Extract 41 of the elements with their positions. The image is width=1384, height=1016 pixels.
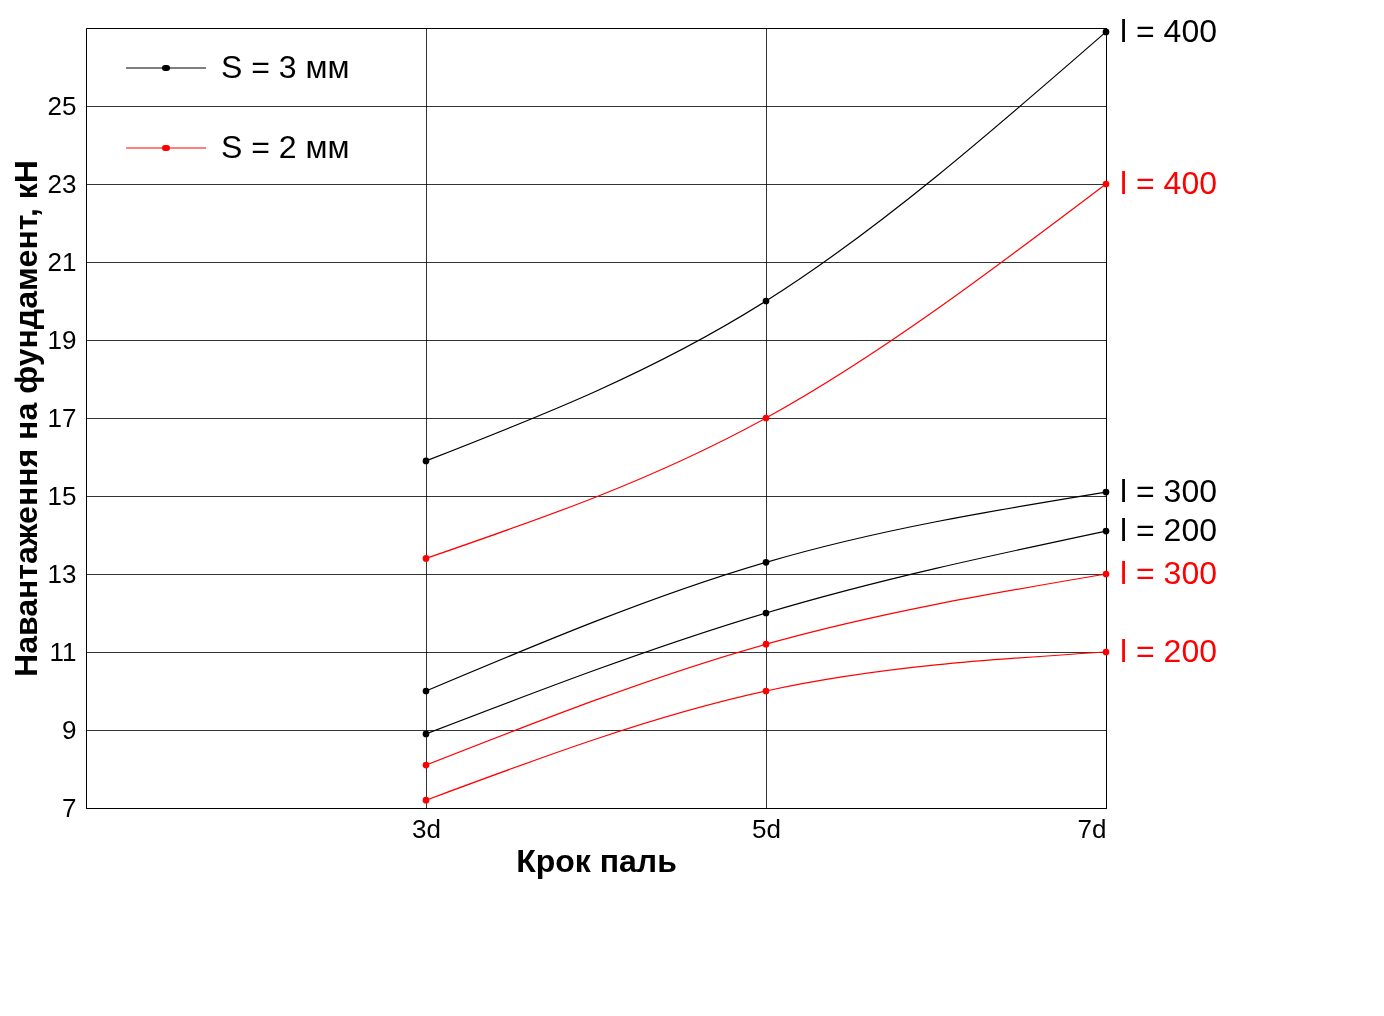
series-label: l = 200 [1120,633,1217,669]
point [762,558,770,566]
point [422,761,430,769]
point [762,414,770,422]
series-label: l = 400 [1120,12,1217,49]
series-label: l = 400 [1120,165,1217,201]
point [422,687,430,695]
x-tick-label: 5d [752,813,781,844]
point [762,640,770,648]
point [762,609,770,617]
y-tick-label: 7 [62,792,77,823]
y-tick-label: 9 [62,714,77,745]
y-tick-label: 23 [47,168,77,199]
series-label: l = 200 [1120,512,1217,549]
point [1102,28,1110,36]
point [762,687,770,695]
y-axis-title: Навантаження на фундамент, кН [7,160,44,677]
point [1102,180,1110,188]
x-tick-label: 3d [412,813,441,844]
point [422,457,430,465]
y-tick-label: 15 [47,480,77,511]
annotation: S = 2 мм [221,129,350,165]
point [762,297,770,305]
point [1102,570,1110,578]
x-tick-label: 7d [1077,813,1107,844]
y-tick-label: 21 [47,246,77,277]
point [422,730,430,738]
annotation: S = 3 мм [221,49,350,85]
x-axis-title: Крок паль [516,842,677,879]
point [1102,648,1110,656]
point [422,555,430,562]
y-tick-label: 13 [47,558,77,589]
series-label: l = 300 [1120,555,1217,591]
y-tick-label: 19 [47,324,77,355]
y-tick-label: 11 [49,636,77,667]
point [1102,488,1110,496]
point [1102,527,1110,535]
series-label: l = 300 [1120,473,1217,510]
point [422,796,430,804]
y-tick-label: 17 [47,402,77,433]
y-tick-label: 25 [47,90,77,121]
